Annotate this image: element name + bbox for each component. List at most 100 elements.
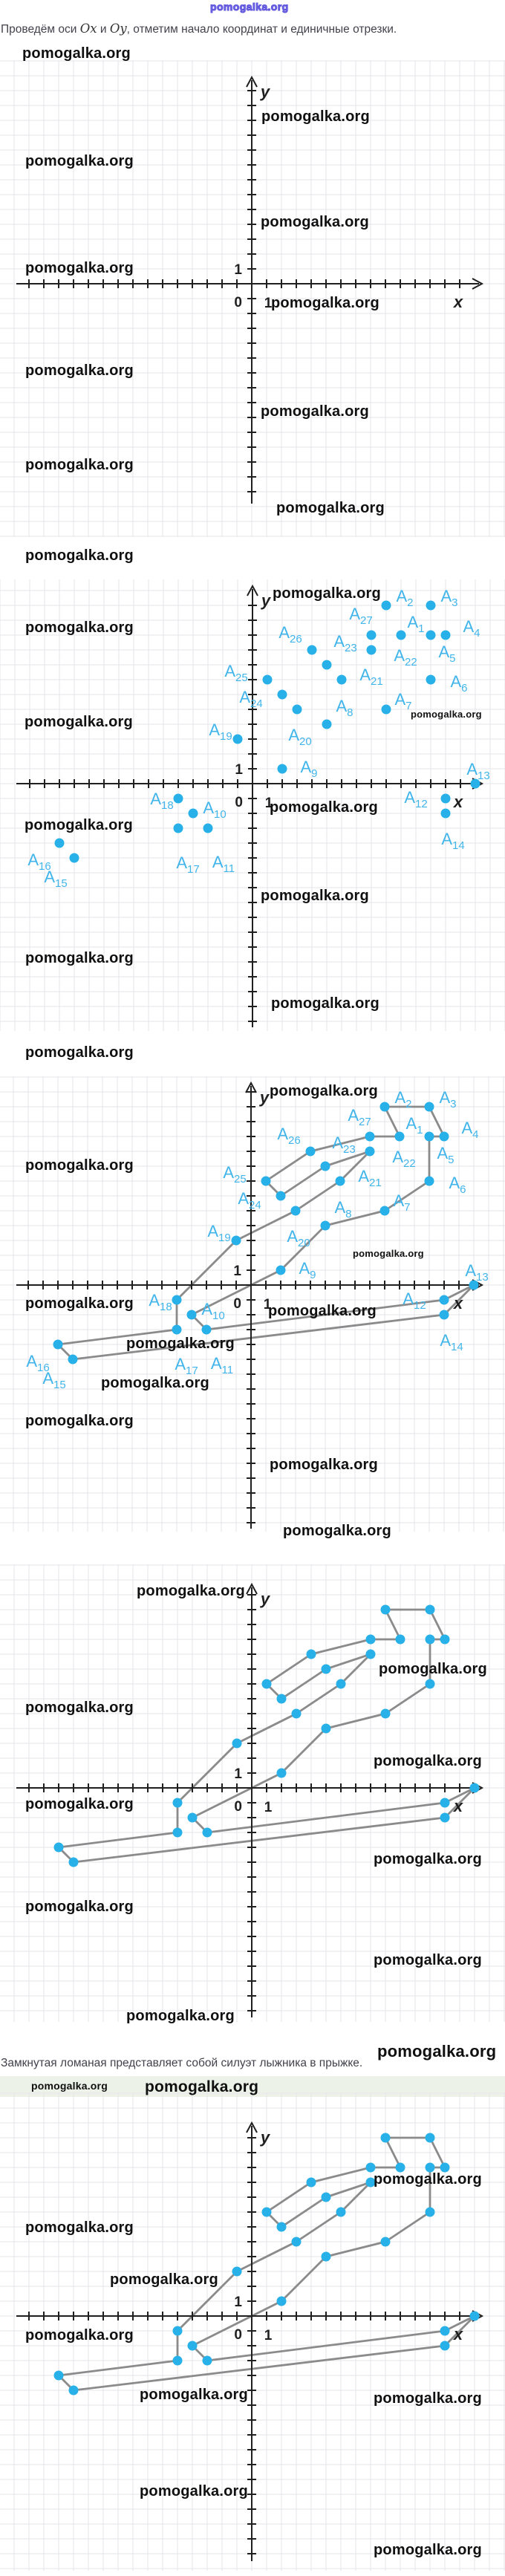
x-unit-label: 1	[265, 796, 273, 811]
point-A24	[277, 689, 287, 700]
point-label-A6: A6	[450, 672, 467, 695]
x-unit-label: 1	[264, 296, 273, 311]
point-label-A16: A16	[27, 850, 50, 873]
watermark: pomogalka.org	[271, 295, 379, 311]
panel-scatter-labeled: 1 0 1 x y A1 A2 A3 A4 A5 A6 A7 A8 A9 A10 A11 A12 A13 A14 A1…	[0, 579, 505, 1031]
watermark: pomogalka.org	[126, 2008, 235, 2024]
point-A11	[203, 823, 213, 833]
watermark: pomogalka.org	[261, 214, 369, 230]
point-A18	[172, 1798, 183, 1808]
point-A9	[276, 2296, 287, 2306]
point-label-A4: A4	[463, 617, 480, 640]
point-A17	[172, 1324, 182, 1335]
point-A2	[380, 2133, 391, 2143]
point-A10	[186, 1310, 197, 1320]
y-axis-arrow	[246, 75, 258, 88]
point-label-A8: A8	[334, 1198, 351, 1220]
point-label-A11: A11	[211, 1354, 233, 1376]
point-A22	[366, 645, 377, 655]
point-A16	[53, 1339, 63, 1350]
watermark: pomogalka.org	[374, 2390, 482, 2407]
point-label-A20: A20	[287, 1227, 310, 1249]
point-A11	[202, 2355, 212, 2366]
point-label-A3: A3	[440, 587, 457, 609]
point-A21	[336, 1679, 346, 1689]
point-A27	[365, 2162, 376, 2173]
point-A1	[395, 2162, 405, 2173]
watermark: pomogalka.org	[25, 362, 134, 379]
point-A20	[291, 2237, 302, 2247]
y-axis-arrow	[246, 2121, 258, 2133]
point-label-A16: A16	[26, 1352, 49, 1374]
point-A6	[426, 674, 436, 685]
y-axis-label: y	[259, 1088, 270, 1107]
point-label-A11: A11	[212, 853, 235, 875]
watermark: pomogalka.org	[25, 817, 133, 833]
point-A21	[336, 674, 347, 685]
watermark: pomogalka.org	[25, 950, 134, 966]
point-label-A22: A22	[392, 1148, 415, 1170]
heading-post: , отметим начало координат и единичные о…	[126, 23, 397, 36]
point-A24	[276, 1694, 287, 1704]
point-A22	[365, 2177, 376, 2188]
point-A1	[394, 1131, 405, 1142]
point-A4	[440, 2162, 450, 2173]
point-A9	[276, 1265, 286, 1275]
point-label-A19: A19	[207, 1222, 230, 1244]
point-A6	[424, 1176, 434, 1186]
skier-polyline	[57, 2136, 476, 2392]
watermark: pomogalka.org	[261, 888, 369, 904]
point-A26	[306, 2177, 316, 2188]
watermark: pomogalka.org	[25, 714, 133, 730]
point-A19	[232, 734, 243, 744]
point-A7	[379, 1206, 390, 1216]
watermark: pomogalka.org	[140, 2387, 248, 2403]
point-A23	[322, 660, 332, 670]
point-label-A12: A12	[404, 788, 427, 810]
point-A13	[470, 778, 480, 789]
point-A7	[380, 1708, 391, 1719]
x-axis-label: x	[453, 2325, 463, 2344]
watermark: pomogalka.org	[110, 2271, 218, 2288]
point-A3	[424, 1102, 434, 1112]
watermark: pomogalka.org	[261, 403, 369, 420]
point-label-A18: A18	[150, 790, 173, 812]
point-A5	[424, 1131, 434, 1142]
point-A24	[276, 1191, 286, 1201]
point-label-A26: A26	[278, 623, 302, 645]
point-label-A26: A26	[277, 1125, 300, 1147]
watermark: pomogalka.org	[374, 1952, 482, 1968]
point-label-A24: A24	[239, 688, 262, 710]
point-A14	[440, 2341, 450, 2351]
point-A26	[305, 1146, 316, 1157]
point-label-A13: A13	[465, 1261, 488, 1284]
y-axis-label: y	[260, 2128, 271, 2147]
point-label-A2: A2	[394, 1088, 411, 1110]
watermark: pomogalka.org	[140, 2483, 248, 2499]
point-A4	[439, 1131, 449, 1142]
point-label-A23: A23	[333, 632, 356, 654]
heading-mid: и	[97, 23, 110, 36]
watermark: pomogalka.org	[25, 1700, 134, 1716]
origin-label: 0	[233, 1296, 241, 1312]
point-label-A12: A12	[403, 1289, 426, 1312]
watermark: pomogalka.org	[25, 1157, 134, 1174]
point-A19	[232, 1738, 242, 1749]
heading-text: Проведём оси	[1, 23, 80, 36]
y-axis-label: y	[260, 1590, 271, 1608]
point-label-A21: A21	[358, 1167, 381, 1189]
x-axis-label: x	[453, 1797, 463, 1815]
point-A6	[425, 1679, 435, 1689]
point-label-A19: A19	[209, 721, 232, 743]
watermark: pomogalka.org	[377, 2042, 497, 2061]
math-oy: Oy	[109, 22, 127, 36]
point-A20	[292, 704, 302, 715]
panel-empty-axes: 1 0 1 x y	[0, 60, 505, 537]
panel-polyline: 1 0 1 x y	[0, 1564, 505, 2022]
x-unit-label: 1	[264, 2328, 273, 2344]
point-A8	[320, 1220, 330, 1231]
point-A15	[68, 1354, 78, 1365]
y-unit-label: 1	[235, 762, 243, 778]
point-A5	[425, 1634, 435, 1645]
watermark: pomogalka.org	[145, 2078, 259, 2095]
